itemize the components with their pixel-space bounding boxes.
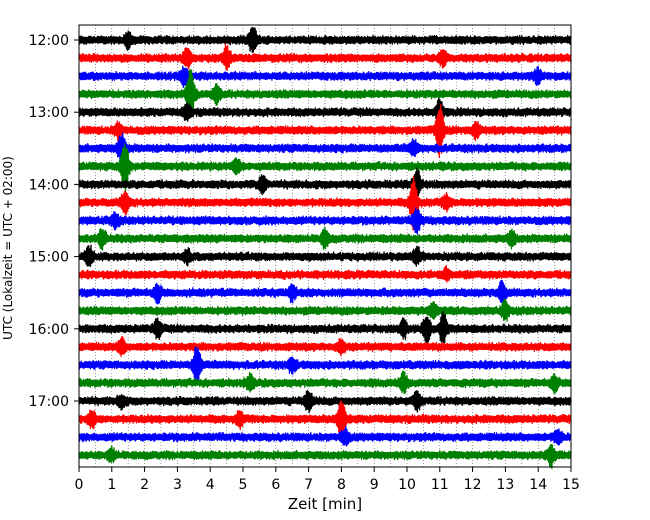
x-tick-label: 3: [173, 477, 182, 493]
trace-1700: [78, 389, 572, 414]
x-tick-label: 12: [464, 477, 482, 493]
trace-1230: [78, 65, 572, 89]
trace-1500: [78, 244, 572, 268]
trace-1615: [78, 336, 572, 357]
x-tick-label: 1: [107, 477, 116, 493]
x-tick-label: 2: [140, 477, 149, 493]
trace-1445: [78, 226, 572, 251]
trace-1600: [78, 310, 572, 346]
trace-1245: [78, 69, 572, 118]
trace-1715: [78, 400, 572, 441]
y-axis-ticks: 12:00 13:00 14:00 15:00 16:00 17:00: [29, 33, 79, 410]
trace-1400: [78, 167, 572, 203]
x-tick-label: 7: [304, 477, 313, 493]
y-tick-label: 16:00: [29, 322, 69, 338]
x-tick-label: 11: [431, 477, 449, 493]
x-tick-label: 10: [398, 477, 416, 493]
trace-1345: [78, 143, 572, 195]
x-axis-label: Zeit [min]: [288, 495, 362, 513]
trace-1215: [78, 43, 572, 71]
trace-1515: [78, 265, 572, 283]
x-tick-label: 5: [239, 477, 248, 493]
trace-1300: [78, 97, 572, 128]
seismic-traces: [78, 26, 572, 470]
x-tick-label: 15: [562, 477, 580, 493]
x-tick-label: 14: [529, 477, 547, 493]
x-tick-label: 0: [75, 477, 84, 493]
trace-1200: [78, 26, 572, 54]
trace-1545: [78, 298, 572, 322]
trace-1430: [78, 207, 572, 235]
trace-1630: [78, 346, 572, 384]
trace-1645: [78, 370, 572, 395]
x-tick-label: 4: [206, 477, 215, 493]
y-axis-label: UTC (Lokalzeit = UTC + 02:00): [1, 156, 15, 340]
x-axis-ticks: 0 1 2 3 4 5 6 7 8 9 10 11 12 13 14 15: [75, 467, 580, 493]
trace-1530: [78, 279, 572, 305]
x-tick-label: 13: [496, 477, 514, 493]
plot-frame: [78, 24, 572, 468]
x-tick-label: 9: [370, 477, 379, 493]
trace-1330: [78, 132, 572, 167]
y-tick-label: 14:00: [29, 177, 69, 193]
trace-1730: [78, 425, 572, 447]
y-tick-label: 12:00: [29, 33, 69, 49]
trace-1315: [78, 103, 572, 158]
x-tick-label: 8: [337, 477, 346, 493]
y-tick-label: 17:00: [29, 394, 69, 410]
y-tick-label: 15:00: [29, 250, 69, 266]
y-tick-label: 13:00: [29, 105, 69, 121]
x-tick-label: 6: [271, 477, 280, 493]
trace-1415: [78, 175, 572, 231]
trace-1745: [78, 443, 572, 470]
